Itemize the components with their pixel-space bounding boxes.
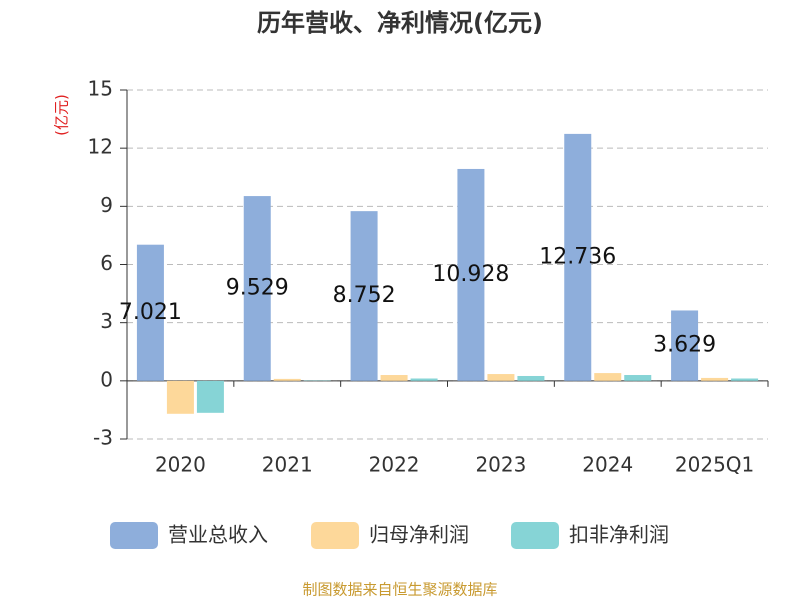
y-tick-label: 15 — [88, 77, 113, 101]
source-note: 制图数据来自恒生聚源数据库 — [302, 581, 497, 599]
bar — [564, 133, 592, 381]
bar — [273, 378, 301, 381]
data-label: 7.021 — [119, 300, 182, 325]
bar — [624, 375, 652, 381]
y-tick-label: 9 — [100, 193, 113, 217]
y-tick-label: 6 — [100, 251, 113, 275]
data-label: 10.928 — [432, 262, 509, 287]
data-label: 8.752 — [333, 283, 396, 308]
x-tick-label: 2021 — [262, 453, 313, 477]
bar — [166, 380, 194, 414]
legend-swatch — [511, 522, 559, 549]
y-tick-label: 12 — [88, 135, 113, 159]
chart-title: 历年营收、净利情况(亿元) — [257, 9, 543, 37]
legend-label: 扣非净利润 — [569, 523, 669, 547]
bar — [701, 377, 729, 381]
bar — [457, 168, 485, 381]
legend-label: 营业总收入 — [168, 523, 268, 547]
legend-swatch — [110, 522, 158, 549]
legend-label: 归母净利润 — [369, 523, 469, 547]
bar — [487, 374, 515, 381]
y-tick-label: 3 — [100, 309, 113, 333]
bar — [517, 375, 545, 381]
x-tick-label: 2025Q1 — [675, 453, 754, 477]
y-tick-label: -3 — [93, 426, 113, 450]
x-tick-label: 2023 — [475, 453, 526, 477]
bar — [594, 373, 622, 381]
data-label: 3.629 — [653, 333, 716, 358]
bar — [410, 378, 438, 381]
x-tick-label: 2024 — [582, 453, 633, 477]
y-tick-label: 0 — [100, 367, 113, 391]
bar — [350, 211, 378, 381]
legend-swatch — [311, 522, 359, 549]
bar — [671, 310, 699, 381]
x-tick-label: 2022 — [369, 453, 420, 477]
y-axis-label: (亿元) — [53, 94, 71, 136]
bar — [380, 375, 408, 381]
bar — [136, 244, 164, 381]
bar — [243, 196, 271, 381]
data-label: 12.736 — [539, 244, 616, 269]
x-tick-label: 2020 — [155, 453, 206, 477]
bar — [196, 380, 224, 413]
data-label: 9.529 — [226, 275, 289, 300]
bar — [731, 378, 759, 381]
